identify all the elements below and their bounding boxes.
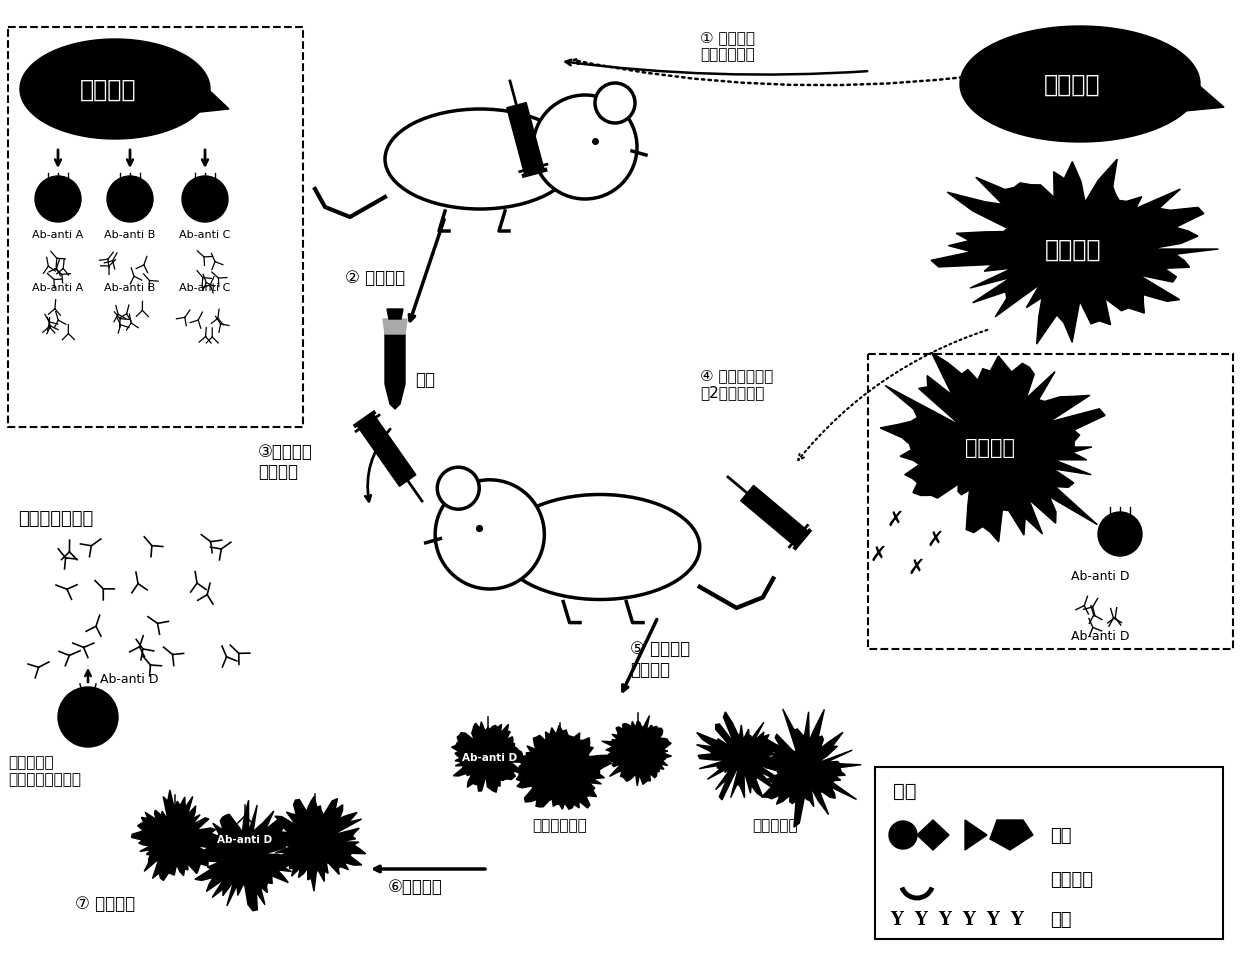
Polygon shape — [269, 797, 366, 891]
Text: 分泌特异性
抗体的杂交瘷细胞: 分泌特异性 抗体的杂交瘷细胞 — [7, 754, 81, 786]
Text: 肿瘷细胞: 肿瘷细胞 — [965, 437, 1016, 457]
Text: ② 收集血清: ② 收集血清 — [345, 269, 405, 287]
Polygon shape — [387, 310, 403, 319]
Polygon shape — [20, 40, 210, 140]
Ellipse shape — [500, 495, 699, 599]
Polygon shape — [451, 722, 523, 793]
Polygon shape — [383, 319, 407, 335]
Circle shape — [58, 687, 118, 747]
Text: ④ 使用肿瘷细胞
每2周免疫小鼠: ④ 使用肿瘷细胞 每2周免疫小鼠 — [701, 368, 774, 400]
Polygon shape — [131, 790, 222, 881]
Text: 肿瘷特异性抗体: 肿瘷特异性抗体 — [19, 510, 93, 527]
Polygon shape — [965, 821, 987, 850]
Polygon shape — [918, 821, 949, 850]
Polygon shape — [880, 353, 1105, 542]
Polygon shape — [195, 801, 293, 911]
Text: ⑥细胞融合: ⑥细胞融合 — [388, 877, 443, 895]
Circle shape — [533, 96, 637, 200]
Circle shape — [35, 177, 81, 223]
Bar — [875, 767, 1223, 939]
Text: Ab-anti C: Ab-anti C — [180, 283, 231, 293]
Circle shape — [182, 177, 228, 223]
Text: Y: Y — [1011, 910, 1023, 928]
Text: Y: Y — [890, 910, 904, 928]
Circle shape — [595, 84, 635, 124]
Text: Ab-anti D: Ab-anti D — [463, 752, 517, 762]
Text: ⑦ 细胞筛选: ⑦ 细胞筛选 — [74, 894, 135, 912]
Bar — [868, 355, 1233, 649]
Polygon shape — [990, 821, 1033, 850]
Circle shape — [1097, 513, 1142, 557]
Text: Y: Y — [987, 910, 999, 928]
Text: 肿瘷细胞: 肿瘷细胞 — [1045, 237, 1101, 262]
Polygon shape — [384, 335, 405, 410]
Polygon shape — [601, 716, 672, 786]
Text: ✗: ✗ — [908, 558, 925, 578]
Text: 抗体: 抗体 — [1050, 910, 1071, 928]
Text: 抗原: 抗原 — [1050, 826, 1071, 844]
Text: ③每周注射
小鼠血清: ③每周注射 小鼠血清 — [258, 442, 312, 481]
Text: Ab-anti B: Ab-anti B — [104, 230, 156, 240]
Text: Ab-anti A: Ab-anti A — [32, 283, 83, 293]
Text: Ab-anti C: Ab-anti C — [180, 230, 231, 240]
Polygon shape — [749, 709, 862, 827]
Text: 正常细胞: 正常细胞 — [79, 78, 136, 102]
Circle shape — [889, 821, 918, 849]
Text: 小鼠脾脏: 小鼠脾脏 — [1050, 870, 1092, 888]
Text: ✗: ✗ — [869, 544, 887, 564]
Polygon shape — [697, 712, 790, 801]
Text: Y: Y — [962, 910, 976, 928]
Text: Y: Y — [915, 910, 928, 928]
Text: Ab-anti B: Ab-anti B — [104, 283, 156, 293]
Circle shape — [107, 177, 153, 223]
Polygon shape — [960, 27, 1200, 143]
Polygon shape — [740, 486, 808, 547]
Polygon shape — [1164, 56, 1224, 113]
Text: Ab-anti D: Ab-anti D — [217, 834, 273, 844]
Text: 骨髓瘷细胞: 骨髓瘷细胞 — [753, 817, 797, 832]
Circle shape — [438, 468, 479, 510]
Ellipse shape — [384, 110, 575, 210]
Text: 小鼠脾脏细胞: 小鼠脾脏细胞 — [533, 817, 588, 832]
Polygon shape — [931, 160, 1219, 345]
Polygon shape — [356, 414, 415, 487]
Text: Ab-anti A: Ab-anti A — [32, 230, 83, 240]
Text: 图例: 图例 — [893, 781, 916, 801]
Polygon shape — [513, 725, 611, 809]
Text: ✗: ✗ — [887, 510, 904, 530]
Polygon shape — [507, 104, 544, 176]
Text: Ab-anti D: Ab-anti D — [100, 673, 159, 686]
Text: ① 使用正常
细胞免疫小鼠: ① 使用正常 细胞免疫小鼠 — [701, 30, 755, 62]
Text: Ab-anti D: Ab-anti D — [1071, 569, 1130, 582]
Text: 血清: 血清 — [415, 371, 435, 389]
Text: 正常细胞: 正常细胞 — [1044, 73, 1100, 97]
Polygon shape — [181, 65, 229, 115]
Text: Ab-anti D: Ab-anti D — [1071, 629, 1130, 642]
Circle shape — [435, 480, 544, 589]
Text: ⑤ 收集小鼠
脾脏细胞: ⑤ 收集小鼠 脾脏细胞 — [630, 639, 691, 679]
Text: ✗: ✗ — [926, 530, 944, 550]
Bar — [7, 28, 303, 428]
Text: Y: Y — [939, 910, 951, 928]
